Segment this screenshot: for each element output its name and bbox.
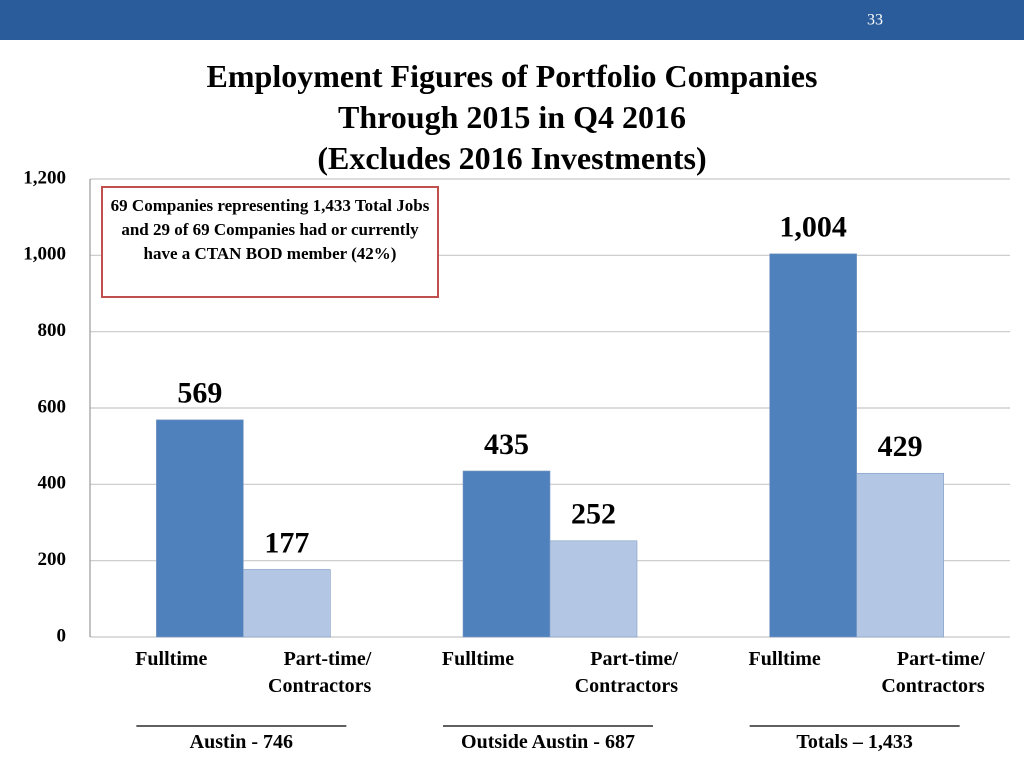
y-tick-label: 1,200 [23,167,66,188]
header-band [0,0,1024,40]
title-line: Through 2015 in Q4 2016 [338,99,686,135]
y-tick-label: 600 [38,396,67,417]
y-tick-label: 800 [38,320,67,341]
bar [856,472,944,638]
bar [462,470,551,638]
value-label: 252 [571,498,616,531]
x-tick-label: Part-time/ Contractors [881,648,985,697]
bar [156,419,244,638]
y-tick-label: 0 [57,625,67,646]
bar [243,569,331,638]
annotation: 69 Companies representing 1,433 Total Jo… [101,186,439,298]
x-tick-label: Part-time/ Contractors [268,648,372,697]
group-label: Totals – 1,433 [796,731,913,753]
value-label: 569 [177,377,222,410]
bar [549,540,638,638]
value-label: 1,004 [779,211,847,244]
bar [769,253,857,638]
title-line: Employment Figures of Portfolio Companie… [206,58,818,94]
group-label: Austin - 746 [189,731,293,753]
page-number: 33 [867,12,883,29]
x-tick-label: Fulltime [135,648,208,670]
value-label: 177 [264,526,309,559]
chart-title: Employment Figures of Portfolio Companie… [112,56,912,179]
value-label: 429 [878,430,923,463]
x-tick-label: Fulltime [748,648,821,670]
x-tick-label: Fulltime [441,648,515,670]
x-tick-label: Part-time/ Contractors [574,648,678,697]
title-line: (Excludes 2016 Investments) [317,140,707,176]
y-tick-label: 400 [38,473,67,494]
y-tick-label: 1,000 [23,244,66,265]
group-label: Outside Austin - 687 [461,731,635,753]
y-tick-label: 200 [38,549,67,570]
value-label: 435 [484,428,529,461]
